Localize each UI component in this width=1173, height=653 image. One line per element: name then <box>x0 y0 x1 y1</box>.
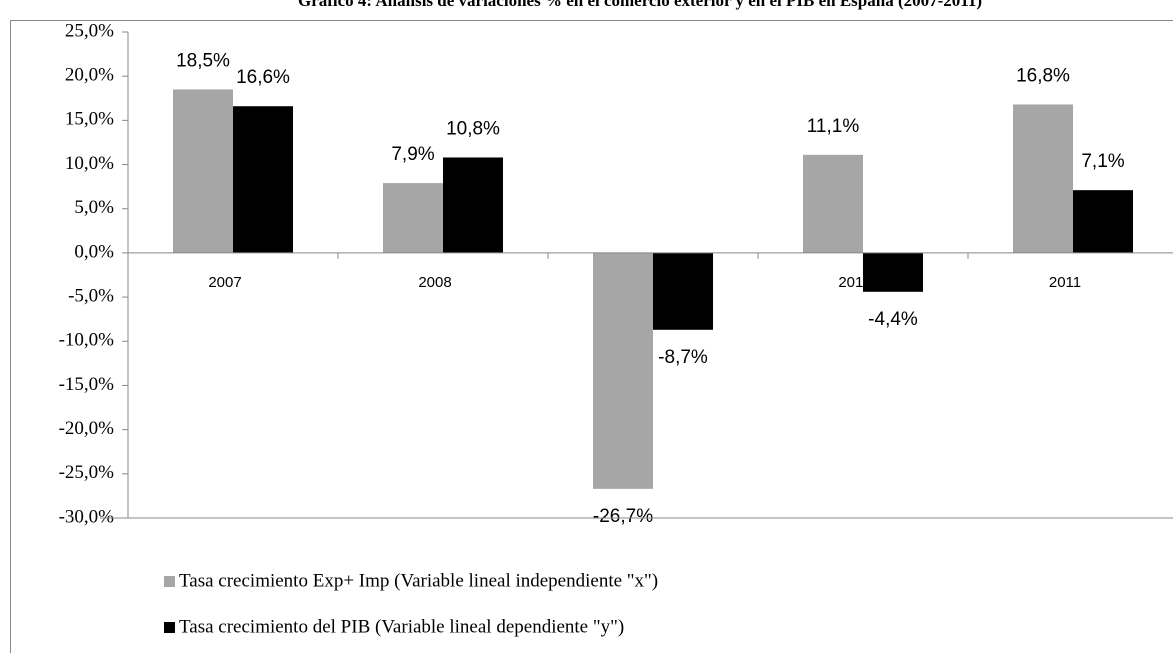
data-label: 16,8% <box>1016 65 1070 86</box>
x-tick-label: 2008 <box>418 274 451 291</box>
bar <box>863 252 923 292</box>
bar <box>1073 190 1133 253</box>
data-label: 18,5% <box>176 50 230 71</box>
legend-label: Tasa crecimiento del PIB (Variable linea… <box>179 616 624 637</box>
bar <box>443 157 503 253</box>
y-tick-label: 10,0% <box>65 153 114 174</box>
data-label: 7,9% <box>391 144 434 165</box>
legend-swatch <box>164 576 175 587</box>
y-tick-label: 25,0% <box>65 20 114 41</box>
data-label: 10,8% <box>446 118 500 139</box>
y-tick-label: 15,0% <box>65 109 114 130</box>
bar <box>233 106 293 253</box>
y-tick-label: 0,0% <box>74 241 114 262</box>
chart-title: Gráfico 4: Análisis de variaciones % en … <box>298 0 982 10</box>
data-label: -8,7% <box>658 347 708 368</box>
y-tick-label: -20,0% <box>59 418 115 439</box>
legend-swatch <box>164 622 175 633</box>
legend-label: Tasa crecimiento Exp+ Imp (Variable line… <box>179 570 658 591</box>
bar <box>803 154 863 253</box>
bar <box>173 89 233 253</box>
chart-frame <box>10 20 1173 653</box>
data-label: 11,1% <box>807 116 860 137</box>
data-label: -26,7% <box>593 506 653 527</box>
data-label: 7,1% <box>1081 151 1124 172</box>
bar <box>1013 104 1073 253</box>
bar <box>383 183 443 253</box>
y-tick-label: -15,0% <box>59 374 115 395</box>
bar <box>593 252 653 489</box>
y-tick-label: 20,0% <box>65 65 114 86</box>
y-tick-label: 5,0% <box>74 197 114 218</box>
x-tick-label: 2011 <box>1049 274 1081 291</box>
y-tick-label: -5,0% <box>68 285 114 306</box>
x-tick-label: 2007 <box>208 274 241 291</box>
y-tick-label: -30,0% <box>59 506 115 527</box>
data-label: -4,4% <box>868 309 918 330</box>
y-tick-label: -25,0% <box>59 462 115 483</box>
data-label: 16,6% <box>236 67 290 88</box>
y-tick-label: -10,0% <box>59 330 115 351</box>
bar <box>653 252 713 330</box>
